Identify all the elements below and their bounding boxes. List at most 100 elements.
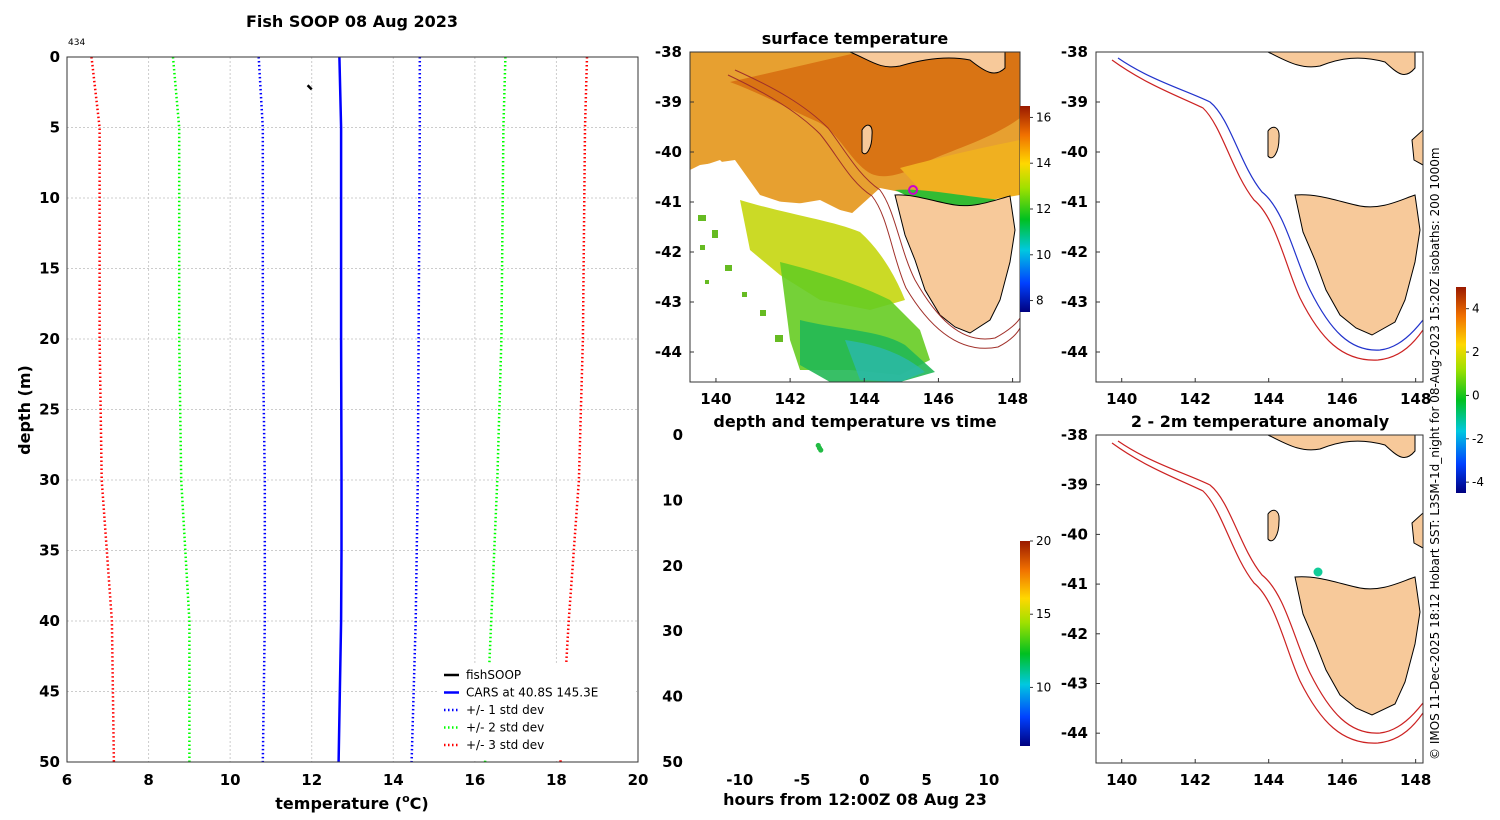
- profile-series-line: [410, 57, 422, 763]
- timeseries-chart: depth and temperature vs time -10 -5 0 5 10 …: [662, 412, 1051, 809]
- anomaly-x-ticks: 140 142 144 146 148: [1106, 759, 1431, 789]
- timeseries-title: depth and temperature vs time: [713, 412, 996, 431]
- profile-series-line: [257, 56, 267, 763]
- anomaly-flinders-island: [1411, 512, 1423, 549]
- profile-title: Fish SOOP 08 Aug 2023: [246, 12, 458, 31]
- surface-isobath-200: [734, 69, 1020, 340]
- sst-hot-region: [730, 52, 1020, 177]
- profile-grid: [66, 56, 639, 763]
- bathymetry-field: [1096, 52, 1423, 382]
- profile-y-ticks: 0 5 10 15 20 25 30 35 40 45 50: [39, 48, 60, 771]
- profile-x-tick: 10: [220, 771, 241, 789]
- bathy-king-island: [1267, 126, 1280, 159]
- profile-y-tick: 5: [50, 119, 60, 137]
- anomaly-cbar-tick: -2: [1472, 432, 1484, 446]
- bathymetry-x-tick: 140: [1106, 390, 1137, 408]
- sst-cyan: [845, 340, 925, 382]
- profile-series-line: [337, 56, 343, 763]
- profile-x-tick: 18: [546, 771, 567, 789]
- timeseries-y-tick: 30: [662, 622, 683, 640]
- timeseries-x-tick: 5: [921, 771, 931, 789]
- surface-x-ticks: 140 142 144 146 148: [700, 378, 1028, 408]
- anomaly-y-tick: -44: [1061, 724, 1088, 742]
- surface-title: surface temperature: [762, 29, 949, 48]
- anomaly-cbar-tick: -4: [1472, 475, 1484, 489]
- surface-y-tick: -41: [655, 193, 682, 211]
- bathymetry-y-tick: -43: [1061, 293, 1088, 311]
- timeseries-x-tick: 0: [859, 771, 869, 789]
- sst-scattered-pixels: [698, 215, 783, 342]
- profile-x-tick: 6: [62, 771, 72, 789]
- profile-x-tick: 20: [628, 771, 649, 789]
- timeseries-y-tick: 0: [673, 426, 683, 444]
- surface-x-tick: 142: [774, 390, 805, 408]
- surface-y-ticks: -38 -39 -40 -41 -42 -43 -44: [655, 43, 694, 361]
- surface-temperature-map: surface temperature: [655, 29, 1051, 408]
- profile-x-tick: 16: [464, 771, 485, 789]
- profile-axes-box: [66, 56, 639, 763]
- bathymetry-axes-box: [1095, 51, 1424, 383]
- profile-y-tick: 30: [39, 471, 60, 489]
- profile-y-tick: 25: [39, 401, 60, 419]
- surface-y-tick: -40: [655, 143, 682, 161]
- anomaly-y-tick: -42: [1061, 625, 1088, 643]
- profile-legend: fishSOOP CARS at 40.8S 145.3E +/- 1 std de…: [438, 663, 636, 759]
- timeseries-cbar-tick: 15: [1036, 607, 1051, 621]
- timeseries-y-tick: 10: [662, 491, 683, 509]
- legend-entry: +/- 3 std dev: [466, 738, 544, 752]
- timeseries-colorbar-ticks: 10 15 20: [1030, 534, 1051, 694]
- bathymetry-x-tick: 144: [1253, 390, 1284, 408]
- surface-cbar-tick: 14: [1036, 156, 1051, 170]
- surface-y-tick: -39: [655, 93, 682, 111]
- profile-corner-label: 434: [68, 38, 85, 48]
- timeseries-x-tick: -10: [726, 771, 753, 789]
- anomaly-tasmania: [1294, 576, 1421, 716]
- bathy-mainland: [1267, 52, 1416, 76]
- anomaly-mainland: [1267, 435, 1416, 459]
- timeseries-y-tick: 40: [662, 688, 683, 706]
- bathymetry-y-tick: -38: [1061, 43, 1088, 61]
- profile-y-tick: 10: [39, 189, 60, 207]
- profile-series-line: [90, 56, 116, 763]
- profile-y-tick: 45: [39, 683, 60, 701]
- profile-y-tick: 0: [50, 48, 60, 66]
- timeseries-y-ticks: 0 10 20 30 40 50: [662, 426, 683, 771]
- surface-cbar-tick: 10: [1036, 248, 1051, 262]
- anomaly-colorbar: [1456, 287, 1466, 493]
- credit-text: © IMOS 11-Dec-2025 18:12 Hobart SST: L3S…: [1428, 147, 1442, 760]
- profile-x-tick: 14: [383, 771, 404, 789]
- surface-y-tick: -38: [655, 43, 682, 61]
- anomaly-y-tick: -39: [1061, 476, 1088, 494]
- profile-x-label: temperature (oC): [275, 792, 428, 813]
- surface-x-tick: 144: [849, 390, 880, 408]
- anomaly-x-tick: 144: [1253, 771, 1284, 789]
- bathymetry-x-ticks: 140 142 144 146 148: [1106, 378, 1431, 408]
- profile-x-tick: 8: [143, 771, 153, 789]
- profile-x-ticks: 6 8 10 12 14 16 18 20: [62, 771, 649, 789]
- sst-mid-region: [900, 140, 1020, 205]
- bathymetry-x-tick: 142: [1180, 390, 1211, 408]
- timeseries-x-tick: -5: [794, 771, 811, 789]
- timeseries-point: [818, 447, 824, 453]
- timeseries-colorbar: [1020, 541, 1030, 746]
- timeseries-points: [815, 442, 824, 453]
- anomaly-colorbar-ticks: -4 -2 0 2 4: [1466, 302, 1484, 489]
- anomaly-isobath-1000: [1111, 442, 1423, 744]
- bathymetry-y-tick: -42: [1061, 243, 1088, 261]
- surface-mainland: [849, 52, 1006, 74]
- surface-isobath-1000: [727, 74, 1020, 349]
- bathymetry-y-ticks: -38 -39 -40 -41 -42 -43 -44: [1061, 43, 1100, 361]
- timeseries-x-label: hours from 12:00Z 08 Aug 23: [723, 790, 987, 809]
- bathy-tasmania: [1294, 194, 1421, 336]
- anomaly-x-tick: 142: [1180, 771, 1211, 789]
- anomaly-station-marker: [1313, 567, 1323, 577]
- surface-tasmania: [894, 194, 1016, 334]
- bathymetry-x-tick: 148: [1400, 390, 1431, 408]
- legend-entry: fishSOOP: [466, 668, 521, 682]
- anomaly-x-tick: 140: [1106, 771, 1137, 789]
- timeseries-x-tick: 10: [978, 771, 999, 789]
- anomaly-y-tick: -40: [1061, 525, 1088, 543]
- profile-chart: Fish SOOP 08 Aug 2023 434 6 8 10 12 14 16 18 20…: [15, 12, 648, 813]
- surface-station-marker: [908, 185, 918, 195]
- surface-y-tick: -43: [655, 293, 682, 311]
